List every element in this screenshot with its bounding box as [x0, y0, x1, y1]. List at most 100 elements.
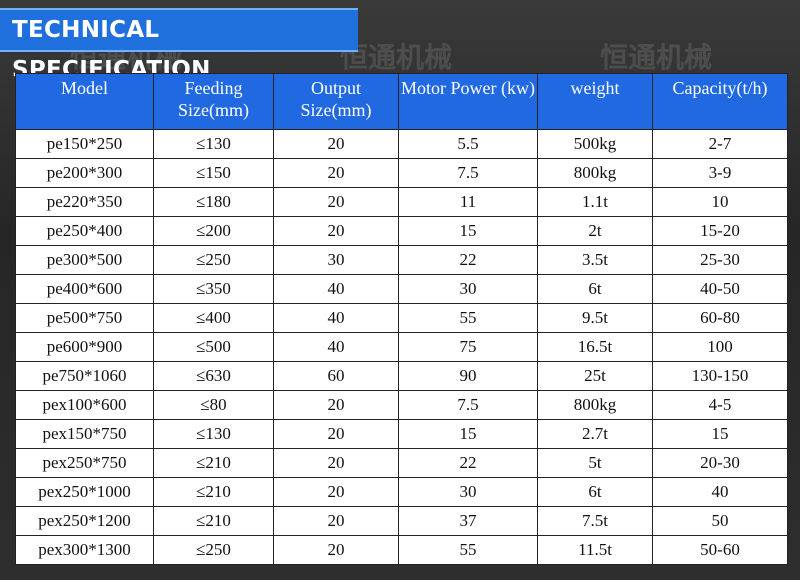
column-header: Output Size(mm) — [273, 73, 399, 130]
table-cell: 5t — [537, 448, 653, 478]
table-cell: 40 — [652, 477, 788, 507]
table-cell: 2t — [537, 216, 653, 246]
table-cell: ≤200 — [153, 216, 274, 246]
table-cell: pe750*1060 — [15, 361, 154, 391]
table-cell: ≤500 — [153, 332, 274, 362]
table-cell: 30 — [398, 274, 538, 304]
column-header: Feeding Size(mm) — [153, 73, 274, 130]
table-cell: 50-60 — [652, 535, 788, 565]
table-cell: 60-80 — [652, 303, 788, 333]
table-cell: 40-50 — [652, 274, 788, 304]
table-cell: ≤250 — [153, 535, 274, 565]
table-body: pe150*250 ≤130 20 5.5 500kg 2-7 pe200*300 ≤150 2… — [15, 129, 788, 565]
table-cell: 16.5t — [537, 332, 653, 362]
table-row: pe300*500 ≤250 30 22 3.5t 25-30 — [15, 245, 788, 275]
table-row: pe250*400 ≤200 20 15 2t 15-20 — [15, 216, 788, 246]
table-cell: 2.7t — [537, 419, 653, 449]
watermark: 恒通机械 — [340, 41, 453, 74]
table-cell: 6t — [537, 274, 653, 304]
table-cell: ≤150 — [153, 158, 274, 188]
table-cell: 11 — [398, 187, 538, 217]
table-cell: ≤210 — [153, 477, 274, 507]
table-cell: ≤350 — [153, 274, 274, 304]
table-cell: 800kg — [537, 158, 653, 188]
table-cell: 40 — [273, 274, 399, 304]
table-cell: 15-20 — [652, 216, 788, 246]
table-cell: ≤250 — [153, 245, 274, 275]
table-cell: 20 — [273, 448, 399, 478]
table-cell: 2-7 — [652, 129, 788, 159]
table-row: pe150*250 ≤130 20 5.5 500kg 2-7 — [15, 129, 788, 159]
table-cell: 15 — [398, 419, 538, 449]
table-cell: 5.5 — [398, 129, 538, 159]
table-cell: 55 — [398, 303, 538, 333]
table-cell: 75 — [398, 332, 538, 362]
column-header: Capacity(t/h) — [652, 73, 788, 130]
table-cell: 9.5t — [537, 303, 653, 333]
table-cell: pe600*900 — [15, 332, 154, 362]
table-cell: ≤210 — [153, 506, 274, 536]
table-cell: 37 — [398, 506, 538, 536]
table-cell: 4-5 — [652, 390, 788, 420]
table-cell: 40 — [273, 303, 399, 333]
table-cell: pe300*500 — [15, 245, 154, 275]
table-cell: 25t — [537, 361, 653, 391]
table-cell: 500kg — [537, 129, 653, 159]
table-cell: 20 — [273, 419, 399, 449]
table-cell: pex100*600 — [15, 390, 154, 420]
table-cell: ≤180 — [153, 187, 274, 217]
table-cell: 20 — [273, 158, 399, 188]
table-cell: 15 — [398, 216, 538, 246]
table-cell: pex300*1300 — [15, 535, 154, 565]
table-cell: ≤130 — [153, 129, 274, 159]
table-cell: 60 — [273, 361, 399, 391]
table-cell: pex250*1200 — [15, 506, 154, 536]
table-cell: 100 — [652, 332, 788, 362]
table-cell: 1.1t — [537, 187, 653, 217]
table-row: pex300*1300 ≤250 20 55 11.5t 50-60 — [15, 535, 788, 565]
table-cell: 3.5t — [537, 245, 653, 275]
table-cell: 22 — [398, 448, 538, 478]
table-cell: ≤130 — [153, 419, 274, 449]
table-cell: 55 — [398, 535, 538, 565]
table-cell: 40 — [273, 332, 399, 362]
table-cell: pe250*400 — [15, 216, 154, 246]
table-cell: ≤630 — [153, 361, 274, 391]
table-row: pex100*600 ≤80 20 7.5 800kg 4-5 — [15, 390, 788, 420]
table-cell: 90 — [398, 361, 538, 391]
table-cell: 7.5 — [398, 158, 538, 188]
column-header: Model — [15, 73, 154, 130]
table-cell: 30 — [398, 477, 538, 507]
table-row: pex250*750 ≤210 20 22 5t 20-30 — [15, 448, 788, 478]
table-cell: 7.5t — [537, 506, 653, 536]
table-cell: 130-150 — [652, 361, 788, 391]
table-row: pe400*600 ≤350 40 30 6t 40-50 — [15, 274, 788, 304]
table-cell: pex250*1000 — [15, 477, 154, 507]
table-cell: 10 — [652, 187, 788, 217]
table-cell: 25-30 — [652, 245, 788, 275]
table-cell: pe220*350 — [15, 187, 154, 217]
table-cell: 20-30 — [652, 448, 788, 478]
header-row: Model Feeding Size(mm) Output Size(mm) Moto… — [15, 73, 788, 130]
table-cell: ≤80 — [153, 390, 274, 420]
table-row: pex250*1000 ≤210 20 30 6t 40 — [15, 477, 788, 507]
column-header: weight — [537, 73, 653, 130]
table-cell: 6t — [537, 477, 653, 507]
table-row: pe750*1060 ≤630 60 90 25t 130-150 — [15, 361, 788, 391]
table-cell: 7.5 — [398, 390, 538, 420]
table-row: pex250*1200 ≤210 20 37 7.5t 50 — [15, 506, 788, 536]
spec-table: Model Feeding Size(mm) Output Size(mm) Moto… — [15, 73, 788, 565]
table-cell: 15 — [652, 419, 788, 449]
table-cell: 50 — [652, 506, 788, 536]
table-cell: 20 — [273, 535, 399, 565]
table-cell: pex150*750 — [15, 419, 154, 449]
table-cell: pex250*750 — [15, 448, 154, 478]
table-cell: 20 — [273, 129, 399, 159]
table-cell: 20 — [273, 506, 399, 536]
table-cell: pe200*300 — [15, 158, 154, 188]
table-cell: 20 — [273, 390, 399, 420]
table-row: pe600*900 ≤500 40 75 16.5t 100 — [15, 332, 788, 362]
table-cell: 11.5t — [537, 535, 653, 565]
table-cell: pe500*750 — [15, 303, 154, 333]
